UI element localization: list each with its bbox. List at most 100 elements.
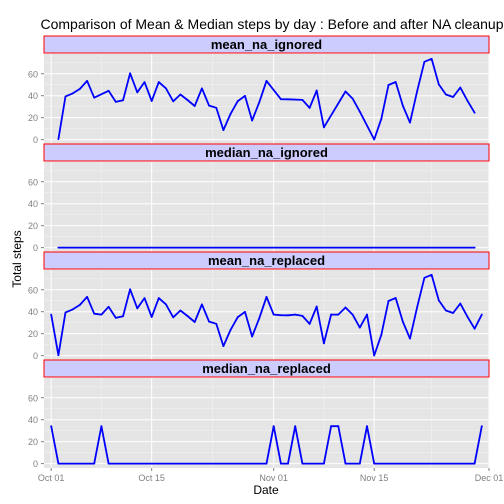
facet-strip-label: mean_na_replaced xyxy=(208,253,325,268)
data-point xyxy=(157,297,160,299)
data-point xyxy=(344,306,347,309)
data-point xyxy=(222,129,225,132)
x-tick-label: Oct 15 xyxy=(138,473,165,483)
data-point xyxy=(172,316,175,319)
panel-background xyxy=(44,378,489,468)
data-point xyxy=(337,313,340,316)
data-point xyxy=(308,106,311,109)
y-tick-label: 60 xyxy=(28,285,38,295)
data-point xyxy=(244,95,246,97)
data-point xyxy=(279,314,282,317)
data-point xyxy=(416,305,419,308)
data-point xyxy=(265,295,268,298)
data-point xyxy=(179,309,182,312)
data-point xyxy=(358,326,361,329)
data-point xyxy=(208,320,210,323)
data-point xyxy=(358,462,361,465)
data-point xyxy=(71,308,74,311)
data-point xyxy=(323,462,325,465)
data-point xyxy=(272,425,275,428)
data-point xyxy=(430,57,433,60)
data-point xyxy=(222,345,225,348)
y-tick-label: 20 xyxy=(28,329,38,339)
chart-title: Comparison of Mean & Median steps by day… xyxy=(40,16,503,32)
data-point xyxy=(473,111,476,114)
data-point xyxy=(459,86,462,89)
data-point xyxy=(452,312,455,314)
data-point xyxy=(315,305,318,308)
data-point xyxy=(78,304,81,306)
data-point xyxy=(143,297,146,299)
data-point xyxy=(373,138,376,141)
y-tick-label: 40 xyxy=(28,199,38,209)
data-point xyxy=(437,83,440,86)
y-tick-label: 20 xyxy=(28,437,38,447)
data-point xyxy=(78,88,81,90)
data-point xyxy=(64,95,67,98)
data-point xyxy=(165,87,167,90)
data-point xyxy=(136,307,139,310)
facet-strip-label: mean_na_ignored xyxy=(211,37,322,52)
facet-strip-label: median_na_replaced xyxy=(202,361,331,376)
data-point xyxy=(251,335,254,338)
data-point xyxy=(315,89,318,92)
data-point xyxy=(71,92,74,95)
data-point xyxy=(93,96,96,99)
data-point xyxy=(351,313,354,316)
data-point xyxy=(100,425,103,428)
data-point xyxy=(57,138,60,141)
data-point xyxy=(258,101,261,104)
y-tick-label: 40 xyxy=(28,91,38,101)
data-point xyxy=(287,314,289,317)
y-tick-label: 60 xyxy=(28,177,38,187)
data-point xyxy=(387,300,390,302)
data-point xyxy=(416,89,419,92)
data-point xyxy=(107,462,110,465)
data-point xyxy=(358,110,361,113)
data-point xyxy=(122,315,124,318)
data-point xyxy=(294,313,297,316)
data-point xyxy=(215,106,218,109)
data-point xyxy=(380,117,383,120)
data-point xyxy=(287,462,289,465)
data-point xyxy=(466,315,469,318)
data-point xyxy=(373,354,376,357)
data-point xyxy=(244,311,246,313)
data-point xyxy=(409,337,411,340)
data-point xyxy=(445,309,447,312)
data-point xyxy=(186,315,189,317)
y-tick-label: 0 xyxy=(33,135,38,145)
data-point xyxy=(423,276,426,279)
data-point xyxy=(272,313,275,316)
facet-strip xyxy=(43,359,490,378)
x-tick-label: Nov 01 xyxy=(259,473,288,483)
x-axis-title: Date xyxy=(253,483,279,497)
data-point xyxy=(437,299,440,302)
data-point xyxy=(50,313,53,316)
data-point xyxy=(452,96,455,98)
data-point xyxy=(301,98,304,101)
data-point xyxy=(129,288,132,291)
y-tick-label: 20 xyxy=(28,113,38,123)
facet-strip xyxy=(43,143,490,162)
facet-mean_na_replaced: mean_na_replaced 0 20 40 60 xyxy=(28,251,490,361)
y-tick-label: 40 xyxy=(28,415,38,425)
data-point xyxy=(86,79,88,82)
data-point xyxy=(366,425,368,428)
data-point xyxy=(114,316,117,319)
data-point xyxy=(86,295,88,298)
y-tick-label: 0 xyxy=(33,459,38,469)
facet-median_na_replaced: median_na_replaced 0 20 40 60 xyxy=(28,359,490,469)
data-point xyxy=(193,105,196,107)
y-tick-label: 60 xyxy=(28,393,38,403)
data-point xyxy=(301,462,304,465)
data-point xyxy=(480,313,483,316)
data-point xyxy=(215,322,218,325)
y-tick-label: 20 xyxy=(28,221,38,231)
data-point xyxy=(279,462,282,465)
data-point xyxy=(301,314,304,317)
data-point xyxy=(179,93,182,96)
data-point xyxy=(337,425,340,428)
data-point xyxy=(330,313,332,316)
